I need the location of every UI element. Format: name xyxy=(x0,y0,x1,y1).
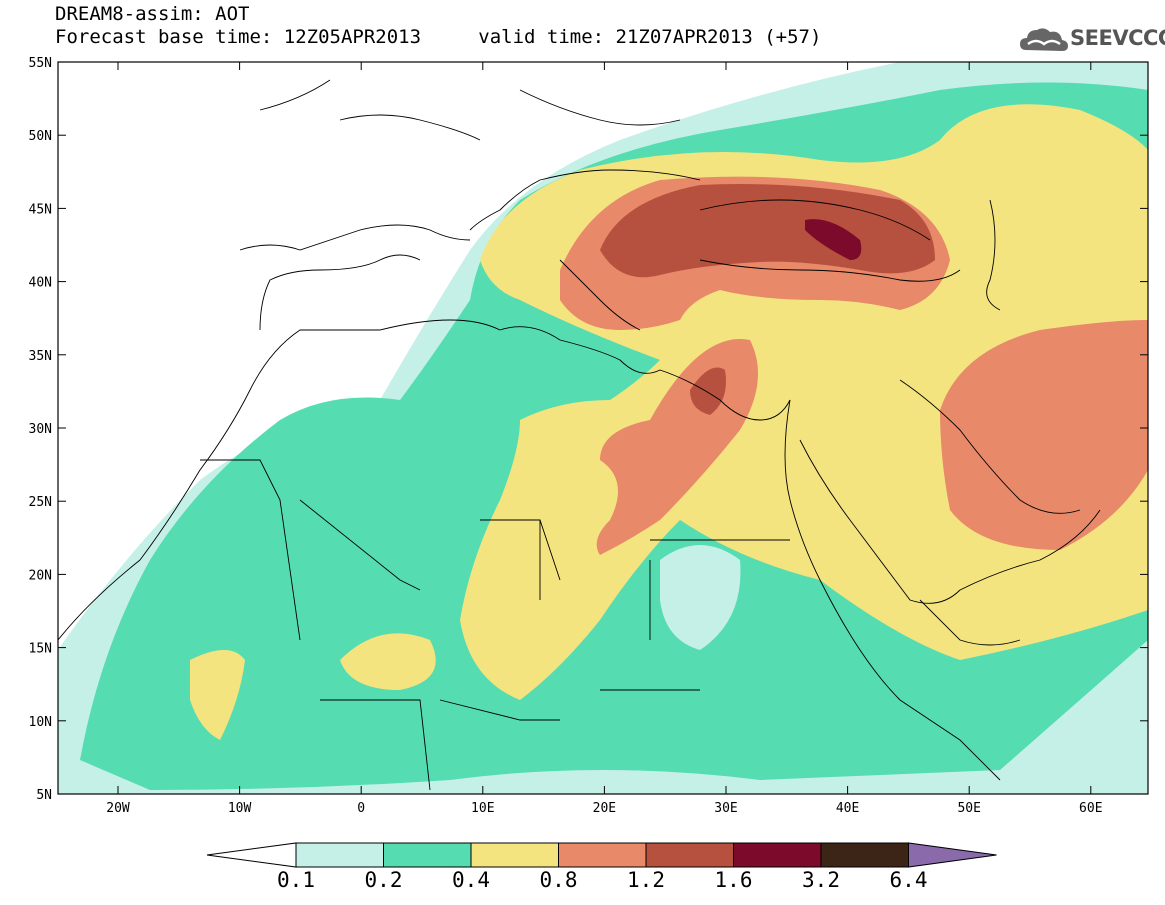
colorbar-arrow-high xyxy=(908,842,997,868)
lat-label: 10N xyxy=(29,715,52,730)
lat-label: 55N xyxy=(29,56,52,71)
colorbar-swatch xyxy=(470,842,559,868)
lat-label: 15N xyxy=(29,642,52,657)
lat-label: 20N xyxy=(29,568,52,583)
lon-label: 20E xyxy=(593,801,616,816)
colorbar-swatch xyxy=(295,842,384,868)
lon-label: 40E xyxy=(836,801,859,816)
lon-label: 10E xyxy=(471,801,494,816)
colorbar-label: 0.2 xyxy=(365,868,403,892)
lat-label: 50N xyxy=(29,129,52,144)
forecast-base-time: Forecast base time: 12Z05APR2013 xyxy=(55,26,422,48)
colorbar-label: 0.8 xyxy=(540,868,578,892)
colorbar: 0.1 0.2 0.4 0.8 1.2 1.6 3.2 6.4 xyxy=(206,842,997,892)
colorbar-swatch xyxy=(383,842,472,868)
colorbar-label: 1.2 xyxy=(627,868,665,892)
lat-label: 5N xyxy=(36,788,52,803)
lat-label: 35N xyxy=(29,349,52,364)
aot-field xyxy=(58,62,1148,794)
logo-text: SEEVCCC xyxy=(1070,26,1165,50)
cloud-icon xyxy=(1020,28,1068,51)
lat-label: 45N xyxy=(29,202,52,217)
colorbar-arrow-low xyxy=(206,842,297,868)
colorbar-label: 0.4 xyxy=(452,868,490,892)
coastlines xyxy=(58,79,1101,791)
map-title: DREAM8-assim: AOT xyxy=(55,3,250,25)
lat-label: 40N xyxy=(29,276,52,291)
colorbar-swatch xyxy=(733,842,822,868)
lon-label: 60E xyxy=(1079,801,1102,816)
colorbar-label: 3.2 xyxy=(802,868,840,892)
valid-time: valid time: 21Z07APR2013 (+57) xyxy=(478,26,822,48)
lon-label: 10W xyxy=(228,801,252,816)
colorbar-swatch xyxy=(820,842,909,868)
longitude-axis: 20W 10W 0 10E 20E 30E 40E 50E 60E xyxy=(106,62,1103,816)
colorbar-swatch xyxy=(645,842,734,868)
lon-label: 50E xyxy=(957,801,980,816)
colorbar-swatch xyxy=(558,842,647,868)
lon-label: 30E xyxy=(714,801,737,816)
latitude-axis: 55N 50N 45N 40N 35N 30N 25N 20N 15N 10N 5N xyxy=(29,56,1148,803)
lat-label: 30N xyxy=(29,422,52,437)
lat-label: 25N xyxy=(29,495,52,510)
map-subtitle: Forecast base time: 12Z05APR2013 valid t… xyxy=(55,27,821,47)
colorbar-label: 6.4 xyxy=(890,868,928,892)
colorbar-label: 0.1 xyxy=(277,868,315,892)
lon-label: 20W xyxy=(106,801,130,816)
colorbar-label: 1.6 xyxy=(715,868,753,892)
lon-label: 0 xyxy=(357,801,365,816)
